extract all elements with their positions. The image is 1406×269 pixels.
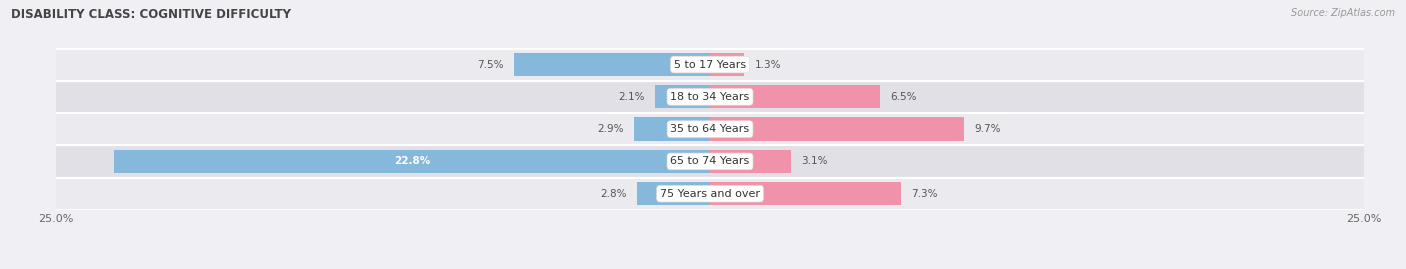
Bar	[56, 113, 1364, 145]
Text: 2.8%: 2.8%	[600, 189, 626, 199]
Text: 18 to 34 Years: 18 to 34 Years	[671, 92, 749, 102]
Bar	[637, 182, 710, 205]
Bar	[710, 118, 963, 141]
Bar	[655, 85, 710, 108]
Bar	[56, 81, 1364, 113]
Text: DISABILITY CLASS: COGNITIVE DIFFICULTY: DISABILITY CLASS: COGNITIVE DIFFICULTY	[11, 8, 291, 21]
Text: 7.5%: 7.5%	[477, 59, 503, 70]
Text: 7.3%: 7.3%	[911, 189, 938, 199]
Text: 2.1%: 2.1%	[619, 92, 644, 102]
Text: 22.8%: 22.8%	[394, 156, 430, 167]
Text: 65 to 74 Years: 65 to 74 Years	[671, 156, 749, 167]
Bar	[710, 53, 744, 76]
Text: 1.3%: 1.3%	[755, 59, 780, 70]
Bar	[515, 53, 710, 76]
Bar	[710, 150, 792, 173]
Text: 5 to 17 Years: 5 to 17 Years	[673, 59, 747, 70]
Bar	[56, 178, 1364, 210]
Text: 9.7%: 9.7%	[974, 124, 1001, 134]
Bar	[56, 48, 1364, 81]
Text: 3.1%: 3.1%	[801, 156, 828, 167]
Text: Source: ZipAtlas.com: Source: ZipAtlas.com	[1291, 8, 1395, 18]
Text: 35 to 64 Years: 35 to 64 Years	[671, 124, 749, 134]
Bar	[114, 150, 710, 173]
Bar	[710, 85, 880, 108]
Bar	[634, 118, 710, 141]
Text: 75 Years and over: 75 Years and over	[659, 189, 761, 199]
Bar	[710, 182, 901, 205]
Text: 2.9%: 2.9%	[598, 124, 624, 134]
Bar	[56, 145, 1364, 178]
Text: 6.5%: 6.5%	[890, 92, 917, 102]
